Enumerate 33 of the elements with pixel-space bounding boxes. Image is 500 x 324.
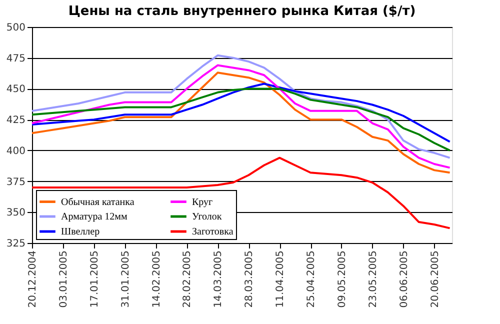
- x-tick-label: 06.06.2005: [398, 250, 410, 308]
- x-tick-label: 20.12.2004: [28, 250, 38, 308]
- x-tick-label: 23.05.2005: [368, 250, 379, 308]
- x-tick-label: 25.04.2005: [306, 250, 318, 308]
- legend-label: Уголок: [192, 212, 222, 222]
- x-tick-label: 17.01.2005: [89, 250, 100, 308]
- x-tick-label: 28.03.2005: [244, 250, 256, 308]
- x-tick-label: 11.04.2005: [275, 250, 286, 308]
- y-tick-label: 375: [6, 176, 26, 188]
- x-tick-label: 28.02.2005: [182, 250, 194, 308]
- y-tick-label: 325: [6, 238, 26, 250]
- x-tick-label: 14.02.2005: [151, 250, 162, 308]
- line-series: [31, 88, 451, 152]
- legend-label: Швеллер: [61, 226, 100, 238]
- x-tick-label: 03.01.2005: [58, 250, 70, 308]
- line-series: [31, 54, 451, 159]
- legend-label: Круг: [192, 196, 213, 208]
- y-tick-label: 400: [6, 146, 26, 157]
- y-tick-label: 450: [6, 84, 26, 96]
- y-tick-label: 475: [6, 53, 26, 64]
- x-tick-label: 14.03.2005: [213, 250, 224, 308]
- x-tick-label: 09.05.2005: [336, 250, 348, 308]
- legend-label: Заготовка: [192, 226, 234, 238]
- y-tick-label: 425: [6, 115, 26, 126]
- line-series: [31, 156, 451, 230]
- y-tick-label: 500: [6, 22, 26, 34]
- line-series: [31, 82, 451, 143]
- x-tick-label: 20.06.2005: [430, 250, 441, 308]
- legend-label: Арматура 12мм: [61, 212, 128, 222]
- legend-label: Обычная катанка: [61, 196, 135, 208]
- x-tick-label: 31.01.2005: [120, 250, 132, 308]
- y-tick-label: 350: [6, 208, 26, 219]
- chart-title: Цены на сталь внутреннего рынка Китая ($/т): [68, 4, 416, 19]
